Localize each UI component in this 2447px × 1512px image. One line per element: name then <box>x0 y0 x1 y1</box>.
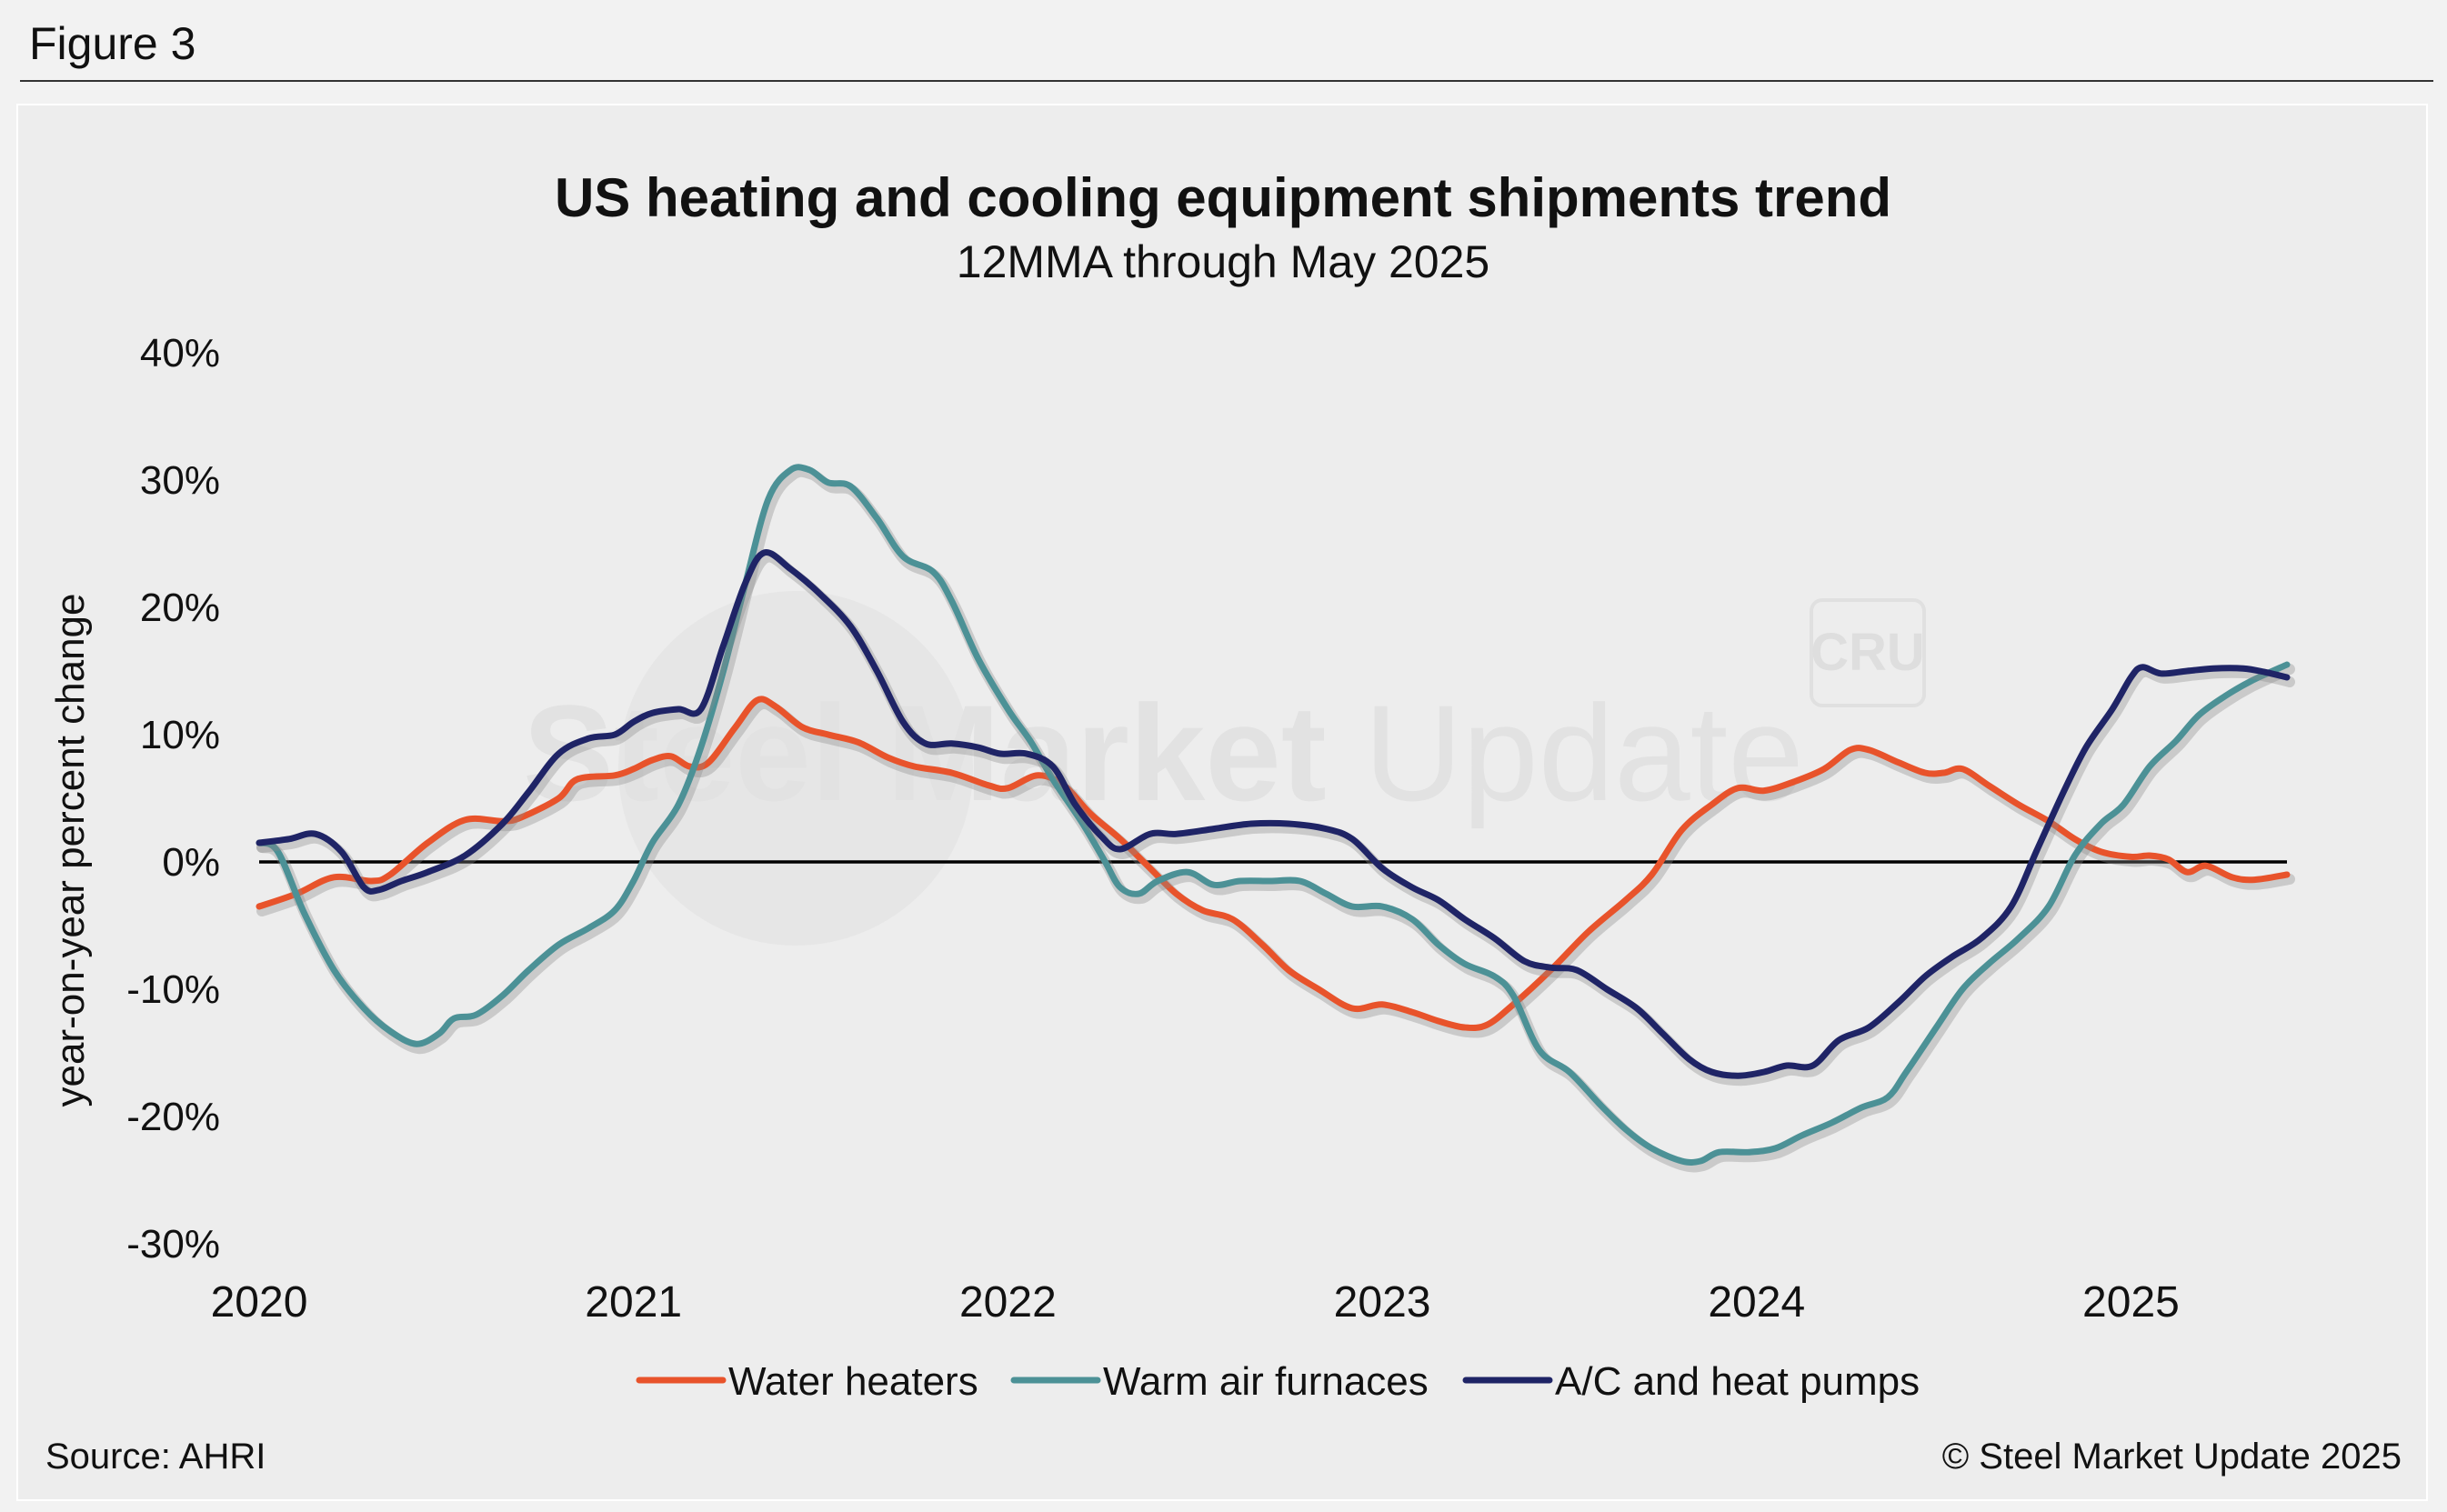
watermark-badge <box>1810 598 1926 707</box>
legend-item-water-heaters: Water heaters <box>636 1359 978 1404</box>
x-tick-label: 2023 <box>1334 1278 1431 1327</box>
x-tick-label: 2020 <box>211 1278 308 1327</box>
x-tick-label: 2025 <box>2082 1278 2180 1327</box>
series-line-warm-air-furnaces <box>256 464 2291 1166</box>
x-axis-ticks: 2020 2021 2022 2023 2024 2025 <box>211 1278 2180 1327</box>
y-tick-label: 10% <box>140 713 220 757</box>
legend-item-warm-air-furnaces: Warm air furnaces <box>1010 1359 1429 1404</box>
legend-label: Warm air furnaces <box>1103 1359 1429 1404</box>
y-tick-label: -10% <box>126 967 220 1012</box>
x-tick-label: 2021 <box>585 1278 682 1327</box>
legend: Water heaters Warm air furnaces A/C and he… <box>636 1359 1920 1404</box>
chart-subtitle: 12MMA through May 2025 <box>957 236 1489 287</box>
legend-item-ac-heat-pumps: A/C and heat pumps <box>1462 1359 1920 1404</box>
series-line-ac-heat-pumps-shadow <box>256 551 2295 1086</box>
legend-label: A/C and heat pumps <box>1555 1359 1920 1404</box>
x-tick-label: 2024 <box>1708 1278 1805 1327</box>
watermark-text-bold: Steel Market <box>523 676 1327 829</box>
y-tick-label: -30% <box>126 1222 220 1267</box>
chart-title: US heating and cooling equipment shipmen… <box>555 167 1891 228</box>
figure-header: Figure 3 <box>0 0 2447 84</box>
y-tick-label: -20% <box>126 1095 220 1139</box>
watermark-badge-text: CRU <box>1810 623 1925 682</box>
y-tick-label: 30% <box>140 458 220 503</box>
watermark-text-light: Update <box>1364 676 1804 829</box>
y-tick-label: 0% <box>162 840 220 885</box>
chart-panel <box>16 104 2428 1501</box>
legend-label: Water heaters <box>728 1359 978 1404</box>
y-tick-label: 40% <box>140 331 220 375</box>
copyright-note: © Steel Market Update 2025 <box>1941 1437 2402 1477</box>
y-axis-ticks: 40% 30% 20% 10% 0% -10% -20% -30% <box>126 331 220 1267</box>
x-tick-label: 2022 <box>959 1278 1057 1327</box>
source-note: Source: AHRI <box>45 1437 266 1477</box>
y-axis-label: year-on-year percent change <box>48 594 93 1107</box>
series-line-ac-heat-pumps <box>256 549 2291 1079</box>
header-rule <box>20 80 2433 82</box>
y-tick-label: 20% <box>140 586 220 630</box>
series-line-water-heaters <box>256 696 2291 1032</box>
watermark: Steel Market Update CRU <box>523 591 1926 946</box>
figure-label: Figure 3 <box>29 18 196 69</box>
series-layer <box>256 464 2295 1173</box>
